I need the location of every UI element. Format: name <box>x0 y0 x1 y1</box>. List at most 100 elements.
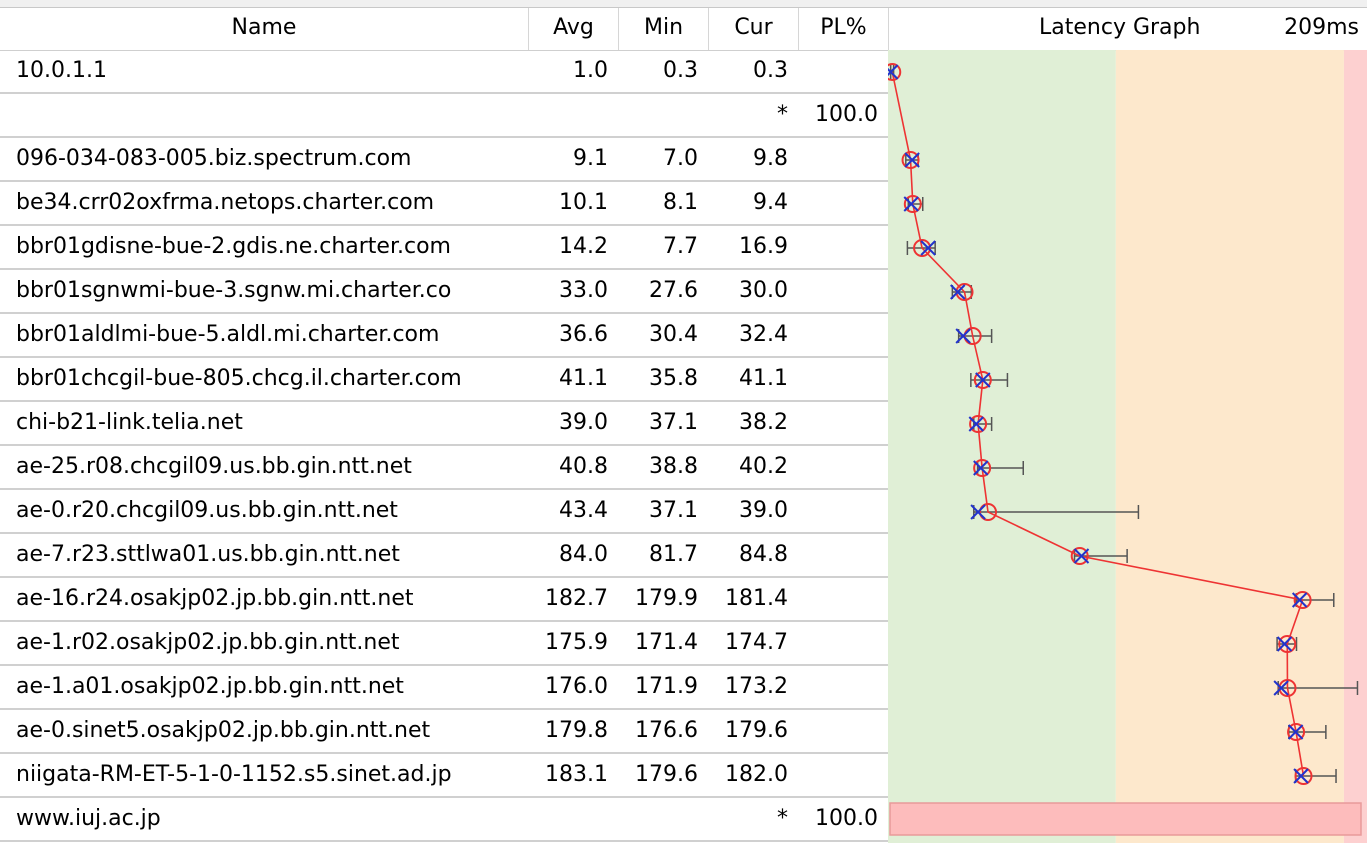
table-row[interactable]: bbr01sgnwmi-bue-3.sgnw.mi.charter.co 33.0… <box>0 270 888 314</box>
latency-avg-marker <box>1278 635 1297 653</box>
hop-name: chi-b21-link.telia.net <box>16 410 243 435</box>
hop-cur: 181.4 <box>725 586 788 611</box>
hop-min <box>618 94 698 136</box>
hop-loss-marker <box>758 754 788 796</box>
table-row[interactable]: www.iuj.ac.jp * 100.0 <box>0 798 888 842</box>
hop-loss-marker <box>758 182 788 224</box>
hop-min: 179.6 <box>635 762 698 787</box>
latency-cur-marker <box>970 504 986 520</box>
column-header-latency-graph[interactable]: Latency Graph 209ms <box>889 8 1367 50</box>
table-row[interactable]: ae-0.sinet5.osakjp02.jp.bb.gin.ntt.net 17… <box>0 710 888 754</box>
table-row[interactable]: be34.crr02oxfrma.netops.charter.com 10.1 8… <box>0 182 888 226</box>
latency-cur-marker <box>1276 636 1293 652</box>
hop-avg: 182.7 <box>545 586 608 611</box>
hop-avg <box>528 798 608 840</box>
column-header-min[interactable]: Min <box>619 8 709 50</box>
hop-cur: 182.0 <box>725 762 788 787</box>
hop-loss-marker <box>758 138 788 180</box>
latency-zone <box>1343 50 1367 843</box>
table-row[interactable]: ae-0.r20.chcgil09.us.bb.gin.ntt.net 43.4 3… <box>0 490 888 534</box>
hop-name: ae-0.sinet5.osakjp02.jp.bb.gin.ntt.net <box>16 718 431 743</box>
table-row[interactable]: ae-7.r23.sttlwa01.us.bb.gin.ntt.net 84.0 8… <box>0 534 888 578</box>
hop-cur: 0.3 <box>753 58 788 83</box>
table-row[interactable]: bbr01chcgil-bue-805.chcg.il.charter.com 4… <box>0 358 888 402</box>
latency-avg-marker <box>913 239 932 257</box>
hop-name: ae-16.r24.osakjp02.jp.bb.gin.ntt.net <box>16 586 414 611</box>
latency-avg-marker <box>1287 723 1306 741</box>
hop-packet-loss <box>798 710 878 752</box>
table-row[interactable]: niigata-RM-ET-5-1-0-1152.s5.sinet.ad.jp 1… <box>0 754 888 798</box>
hop-packet-loss <box>798 622 878 664</box>
latency-cur-marker <box>955 328 971 344</box>
latency-avg-marker <box>903 195 922 213</box>
column-header-pl[interactable]: PL% <box>799 8 889 50</box>
latency-cur-marker <box>1273 680 1289 696</box>
hop-name: ae-1.a01.osakjp02.jp.bb.gin.ntt.net <box>16 674 404 699</box>
hop-packet-loss <box>798 446 878 488</box>
table-row[interactable]: chi-b21-link.telia.net 39.0 37.1 38.2 <box>0 402 888 446</box>
hop-cur: 84.8 <box>739 542 788 567</box>
top-border-strip <box>0 0 1367 8</box>
hop-min: 7.7 <box>663 234 698 259</box>
latency-avg-marker <box>901 151 920 169</box>
hop-name: bbr01chcgil-bue-805.chcg.il.charter.com <box>16 366 462 391</box>
hop-avg: 183.1 <box>545 762 608 787</box>
hop-avg: 10.1 <box>559 190 608 215</box>
hop-cur: 9.4 <box>753 190 788 215</box>
hop-packet-loss <box>798 182 878 224</box>
hop-name: bbr01gdisne-bue-2.gdis.ne.charter.com <box>16 234 451 259</box>
hop-cur: 39.0 <box>739 498 788 523</box>
table-row[interactable]: ae-25.r08.chcgil09.us.bb.gin.ntt.net 40.8… <box>0 446 888 490</box>
table-row[interactable]: 096-034-083-005.biz.spectrum.com 9.1 7.0 9.… <box>0 138 888 182</box>
latency-cur-marker <box>1287 724 1304 740</box>
hop-avg: 43.4 <box>559 498 608 523</box>
hop-packet-loss <box>798 534 878 576</box>
table-row[interactable]: ae-1.r02.osakjp02.jp.bb.gin.ntt.net 175.9… <box>0 622 888 666</box>
hop-loss-marker <box>758 226 788 268</box>
hop-packet-loss <box>798 50 878 92</box>
hop-loss-marker <box>758 50 788 92</box>
hop-min: 30.4 <box>649 322 698 347</box>
table-row[interactable]: bbr01gdisne-bue-2.gdis.ne.charter.com 14.… <box>0 226 888 270</box>
hop-name: ae-25.r08.chcgil09.us.bb.gin.ntt.net <box>16 454 412 479</box>
column-header-name[interactable]: Name <box>0 8 529 50</box>
hop-packet-loss <box>798 138 878 180</box>
hop-loss-marker: * <box>777 102 788 127</box>
latency-cur-marker <box>920 240 936 256</box>
hop-loss-marker <box>758 490 788 532</box>
latency-cur-marker <box>1073 548 1090 564</box>
column-header-avg[interactable]: Avg <box>529 8 619 50</box>
latency-avg-marker <box>973 459 992 477</box>
column-header-cur[interactable]: Cur <box>709 8 799 50</box>
hop-packet-loss: 100.0 <box>815 102 878 127</box>
hop-cur: 30.0 <box>739 278 788 303</box>
hop-name: www.iuj.ac.jp <box>16 806 161 831</box>
hop-min: 171.4 <box>635 630 698 655</box>
hop-min: 35.8 <box>649 366 698 391</box>
timeout-bar <box>889 802 1362 836</box>
table-row[interactable]: 10.0.1.1 1.0 0.3 0.3 <box>0 50 888 94</box>
hop-packet-loss <box>798 578 878 620</box>
latency-avg-line <box>891 71 1305 777</box>
hop-avg: 1.0 <box>573 58 608 83</box>
latency-avg-marker <box>888 63 902 81</box>
latency-cur-marker <box>968 416 984 432</box>
latency-cur-marker <box>973 460 989 476</box>
hop-loss-marker <box>758 578 788 620</box>
latency-cur-marker <box>1293 768 1309 784</box>
table-row[interactable]: ae-1.a01.osakjp02.jp.bb.gin.ntt.net 176.0… <box>0 666 888 710</box>
latency-cur-marker <box>1291 592 1308 608</box>
hop-loss-marker <box>758 666 788 708</box>
hop-min: 37.1 <box>649 410 698 435</box>
table-row[interactable]: ae-16.r24.osakjp02.jp.bb.gin.ntt.net 182.… <box>0 578 888 622</box>
hop-avg: 175.9 <box>545 630 608 655</box>
hop-min: 171.9 <box>635 674 698 699</box>
table-row[interactable]: bbr01aldlmi-bue-5.aldl.mi.charter.com 36.… <box>0 314 888 358</box>
latency-cur-marker <box>904 152 920 168</box>
hop-cur: 16.9 <box>739 234 788 259</box>
hop-packet-loss <box>798 270 878 312</box>
hop-cur: 41.1 <box>739 366 788 391</box>
table-row[interactable]: * 100.0 <box>0 94 888 138</box>
hop-name: niigata-RM-ET-5-1-0-1152.s5.sinet.ad.jp <box>16 762 452 787</box>
latency-graph-title: Latency Graph <box>1039 15 1201 40</box>
